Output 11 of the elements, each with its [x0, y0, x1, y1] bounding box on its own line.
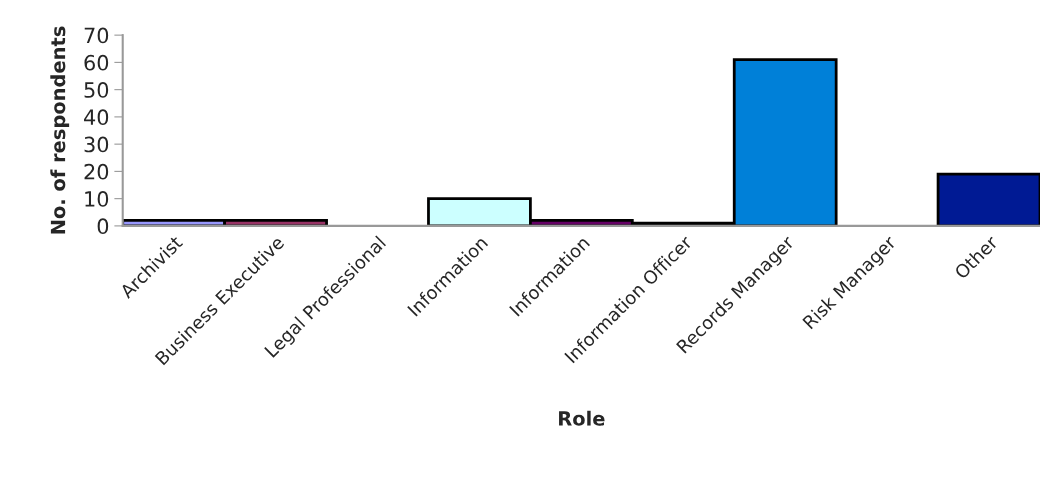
y-tick-label: 30: [84, 136, 109, 153]
y-tick-label: 40: [84, 109, 109, 126]
y-tick-label: 10: [85, 191, 109, 207]
y-tick-label: 20: [84, 163, 109, 180]
y-tick-label: 50: [84, 82, 109, 98]
x-axis-title: Role: [559, 410, 605, 426]
y-tick-label: 70: [84, 27, 109, 44]
y-tick-label: 0: [97, 218, 109, 235]
bar: [936, 172, 1040, 226]
y-tick-label: 60: [84, 54, 109, 71]
y-axis-title: No. of respondents: [50, 26, 70, 234]
